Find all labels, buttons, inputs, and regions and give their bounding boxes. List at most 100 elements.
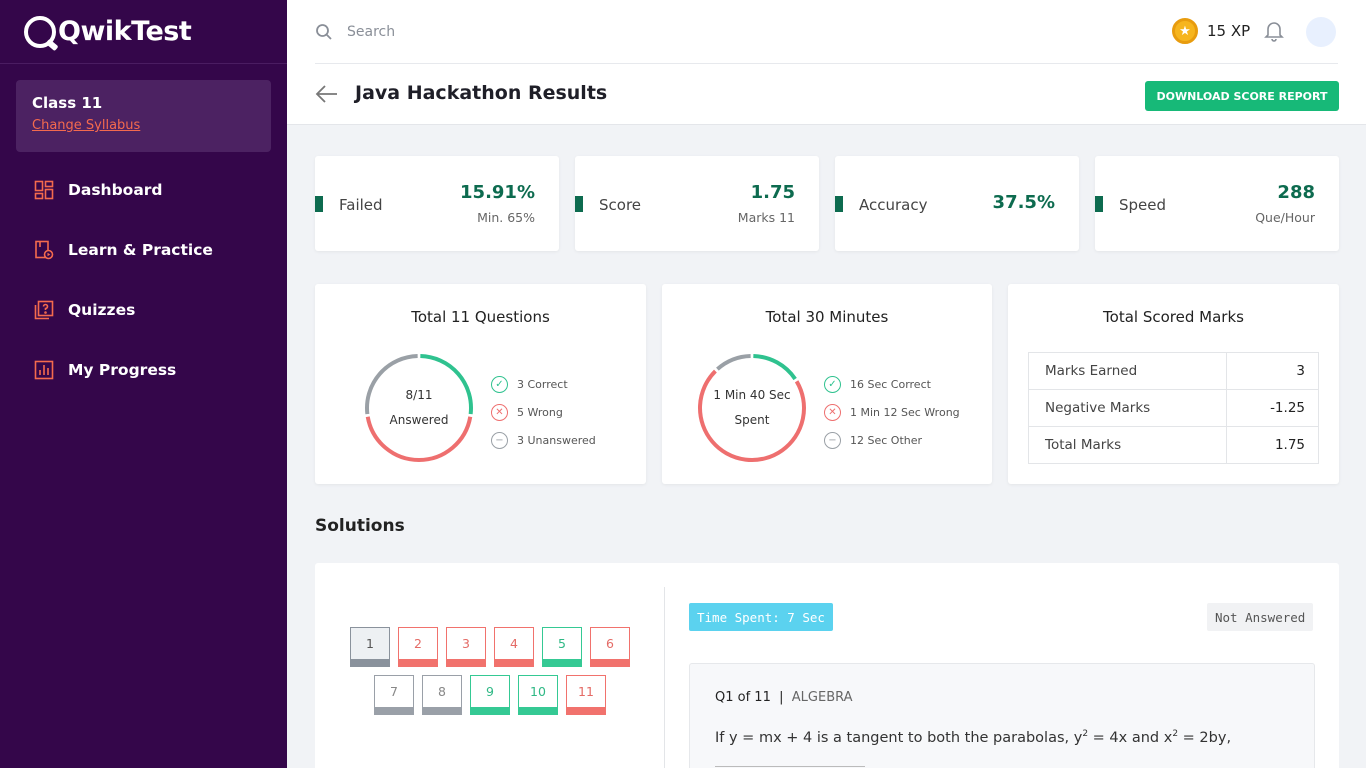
dashboard-icon: [34, 180, 54, 200]
question-nav-button[interactable]: 1: [350, 627, 390, 667]
legend-other: − 12 Sec Other: [824, 426, 960, 454]
xp-indicator[interactable]: ★ 15 XP: [1172, 18, 1250, 44]
meta-separator: |: [774, 690, 792, 705]
donut-label: Spent: [734, 413, 770, 427]
bell-icon[interactable]: [1264, 20, 1284, 46]
question-text: If y = mx + 4 is a tangent to both the p…: [715, 729, 1231, 746]
question-nav-button[interactable]: 4: [494, 627, 534, 667]
sidebar-item-my-progress[interactable]: My Progress: [0, 340, 287, 400]
legend-label: 3 Correct: [517, 377, 568, 391]
search-input[interactable]: [347, 24, 647, 40]
marks-value: 3: [1226, 352, 1319, 390]
stat-indicator: [575, 196, 583, 212]
time-summary-card: Total 30 Minutes 1 Min 40 Sec Spent ✓ 16…: [662, 284, 992, 484]
question-nav-button[interactable]: 10: [518, 675, 558, 715]
divider: [664, 587, 665, 768]
donut-segment-unanswered: [365, 354, 418, 415]
superscript: 2: [1082, 729, 1089, 739]
stat-sub: Marks 11: [737, 210, 795, 225]
stat-label: Speed: [1119, 196, 1167, 214]
donut-segment-wrong: [698, 369, 806, 462]
question-subject: ALGEBRA: [791, 690, 853, 705]
marks-label: Total Marks: [1028, 426, 1227, 464]
quiz-icon: [34, 300, 54, 320]
legend-unanswered: − 3 Unanswered: [491, 426, 596, 454]
marks-value: 1.75: [1226, 426, 1319, 464]
legend: ✓ 3 Correct ✕ 5 Wrong − 3 Unanswered: [491, 370, 596, 454]
cross-circle-icon: ✕: [491, 403, 508, 421]
donut-center: 1 Min 40 Sec Spent: [696, 352, 808, 464]
minus-circle-icon: −: [824, 431, 841, 449]
donut-value: 8/11: [405, 388, 433, 402]
sidebar-item-label: Learn & Practice: [68, 241, 213, 259]
table-row: Negative Marks -1.25: [1028, 389, 1319, 427]
logo-text: QwikTest: [58, 16, 192, 47]
question-nav-button[interactable]: 2: [398, 627, 438, 667]
question-nav-button[interactable]: 6: [590, 627, 630, 667]
question-nav-button[interactable]: 11: [566, 675, 606, 715]
panel-title: Total 11 Questions: [411, 308, 550, 326]
stat-sub: Que/Hour: [1255, 210, 1315, 225]
answer-status-badge: Not Answered: [1207, 603, 1314, 631]
stat-indicator: [1095, 196, 1103, 212]
header-divider: [315, 63, 1338, 64]
stat-card-accuracy: Accuracy 37.5%: [835, 156, 1079, 251]
question-text-part: If y = mx + 4 is a tangent to both the p…: [715, 729, 1083, 746]
time-donut-chart: [698, 354, 806, 462]
questions-donut-chart: [365, 354, 473, 462]
class-card: Class 11 Change Syllabus: [16, 80, 271, 152]
question-nav-button[interactable]: 9: [470, 675, 510, 715]
question-nav-button[interactable]: 5: [542, 627, 582, 667]
sidebar-item-label: Quizzes: [68, 301, 136, 319]
check-circle-icon: ✓: [824, 375, 841, 393]
coin-icon: ★: [1172, 18, 1198, 44]
class-name: Class 11: [32, 94, 103, 112]
stat-indicator: [835, 196, 843, 212]
question-box: Q1 of 11 | ALGEBRA If y = mx + 4 is a ta…: [689, 663, 1315, 768]
donut-segment-wrong: [365, 416, 473, 462]
stat-indicator: [315, 196, 323, 212]
legend-label: 12 Sec Other: [850, 433, 923, 447]
solutions-panel: 1 2 3 4 5 6 7 8 9 10 11 Time Spent: 7 Sec Not Answ…: [315, 563, 1339, 768]
stat-card-speed: Speed 288 Que/Hour: [1095, 156, 1339, 251]
panel-title: Total 30 Minutes: [765, 308, 889, 326]
back-arrow-icon[interactable]: [315, 84, 339, 108]
donut-segment-other: [716, 354, 751, 371]
donut-label: Answered: [389, 413, 449, 427]
download-score-report-button[interactable]: DOWNLOAD SCORE REPORT: [1145, 81, 1339, 111]
stat-value: 1.75: [750, 182, 795, 203]
top-header: ★ 15 XP Java Hackathon Results DOWNLOAD …: [287, 0, 1366, 125]
table-row: Marks Earned 3: [1028, 352, 1319, 390]
donut-segment-correct: [753, 354, 797, 381]
avatar[interactable]: [1306, 17, 1336, 47]
question-nav-button[interactable]: 7: [374, 675, 414, 715]
check-circle-icon: ✓: [491, 375, 508, 393]
stat-card-score: Score 1.75 Marks 11: [575, 156, 819, 251]
stat-label: Failed: [339, 196, 383, 214]
cross-circle-icon: ✕: [824, 403, 841, 421]
question-nav-button[interactable]: 3: [446, 627, 486, 667]
legend-label: 16 Sec Correct: [850, 377, 931, 391]
legend-label: 3 Unanswered: [517, 433, 596, 447]
question-nav-button[interactable]: 8: [422, 675, 462, 715]
question-text-part: = 2by,: [1178, 729, 1232, 746]
question-meta: Q1 of 11 | ALGEBRA: [715, 690, 853, 705]
sidebar-item-quizzes[interactable]: Quizzes: [0, 280, 287, 340]
question-text-part: = 4x and x: [1088, 729, 1173, 746]
stat-sub: Min. 65%: [477, 210, 535, 225]
sidebar-item-dashboard[interactable]: Dashboard: [0, 160, 287, 220]
sidebar: QwikTest Class 11 Change Syllabus Dashbo…: [0, 0, 287, 768]
legend-correct: ✓ 3 Correct: [491, 370, 596, 398]
time-spent-badge: Time Spent: 7 Sec: [689, 603, 833, 631]
donut-center: 8/11 Answered: [363, 352, 475, 464]
marks-label: Negative Marks: [1028, 389, 1227, 427]
search-bar: [315, 18, 715, 46]
legend: ✓ 16 Sec Correct ✕ 1 Min 12 Sec Wrong − …: [824, 370, 960, 454]
questions-summary-card: Total 11 Questions 8/11 Answered ✓ 3 Cor…: [315, 284, 646, 484]
change-syllabus-link[interactable]: Change Syllabus: [32, 118, 141, 133]
logo[interactable]: QwikTest: [0, 0, 287, 64]
legend-wrong: ✕ 1 Min 12 Sec Wrong: [824, 398, 960, 426]
marks-label: Marks Earned: [1028, 352, 1227, 390]
marks-table: Marks Earned 3 Negative Marks -1.25 Tota…: [1028, 352, 1319, 464]
sidebar-item-learn-practice[interactable]: Learn & Practice: [0, 220, 287, 280]
